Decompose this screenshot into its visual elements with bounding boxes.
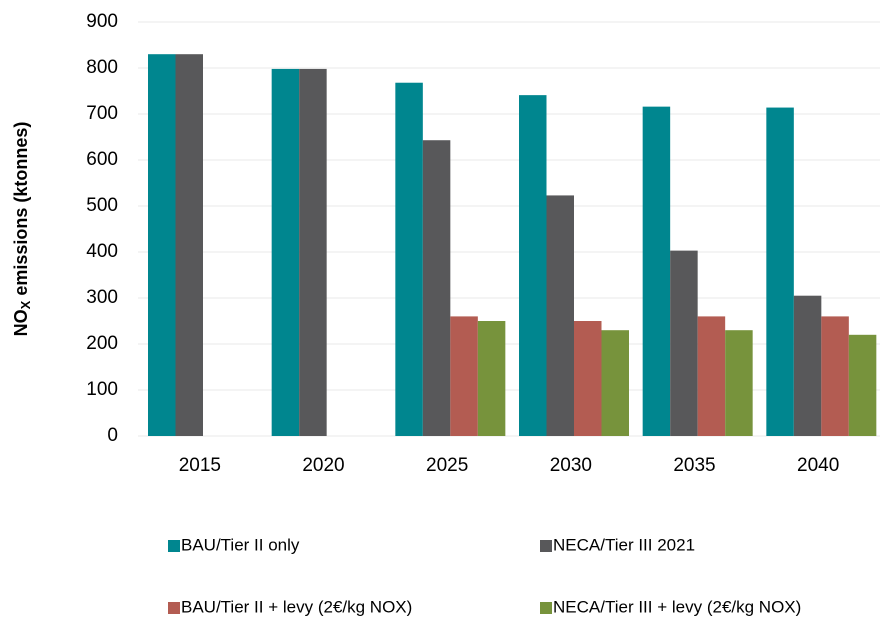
legend-label: NECA/Tier III 2021 — [553, 535, 695, 554]
x-tick-label: 2025 — [426, 455, 468, 476]
y-tick-label: 300 — [86, 287, 118, 308]
legend-swatch — [540, 602, 552, 614]
x-tick-label: 2020 — [302, 455, 344, 476]
y-label-subscript: X — [18, 300, 33, 309]
bar — [725, 330, 753, 436]
x-tick-label: 2040 — [797, 455, 839, 476]
bar — [271, 68, 300, 437]
bar — [422, 140, 451, 436]
y-tick-label: 800 — [86, 57, 118, 78]
legend-label: NECA/Tier III + levy (2€/kg NOX) — [553, 597, 801, 616]
bar — [519, 95, 547, 436]
y-tick-label: 400 — [86, 241, 118, 262]
y-label-main: NO — [11, 309, 31, 336]
bar — [697, 316, 726, 436]
y-tick-label: 700 — [86, 103, 118, 124]
bar — [642, 106, 671, 436]
y-tick-label: 200 — [86, 333, 118, 354]
y-tick-label: 500 — [86, 195, 118, 216]
bar — [601, 330, 629, 436]
legend-swatch — [540, 540, 552, 552]
legend-swatch — [168, 540, 180, 552]
bar — [821, 316, 849, 436]
y-tick-label: 0 — [107, 425, 118, 446]
y-tick-label: 600 — [86, 149, 118, 170]
bar — [477, 321, 506, 436]
bar — [546, 195, 574, 436]
bar — [148, 54, 176, 436]
bar — [574, 321, 602, 436]
bar — [395, 82, 423, 436]
bar — [793, 295, 822, 436]
bar — [670, 250, 698, 436]
bar — [848, 334, 877, 436]
y-tick-label: 100 — [86, 379, 118, 400]
y-label-rest: emissions (ktonnes) — [11, 122, 31, 301]
y-tick-label: 900 — [86, 11, 118, 32]
bar — [175, 54, 203, 436]
x-tick-label: 2015 — [179, 455, 221, 476]
x-tick-label: 2035 — [673, 455, 715, 476]
y-axis-label: NOX emissions (ktonnes) — [11, 122, 34, 337]
bar — [766, 107, 794, 436]
bar — [450, 316, 478, 436]
legend-label: BAU/Tier II only — [181, 535, 300, 554]
bar — [299, 68, 327, 437]
legend-swatch — [168, 602, 180, 614]
legend-label: BAU/Tier II + levy (2€/kg NOX) — [181, 597, 412, 616]
x-tick-label: 2030 — [550, 455, 592, 476]
